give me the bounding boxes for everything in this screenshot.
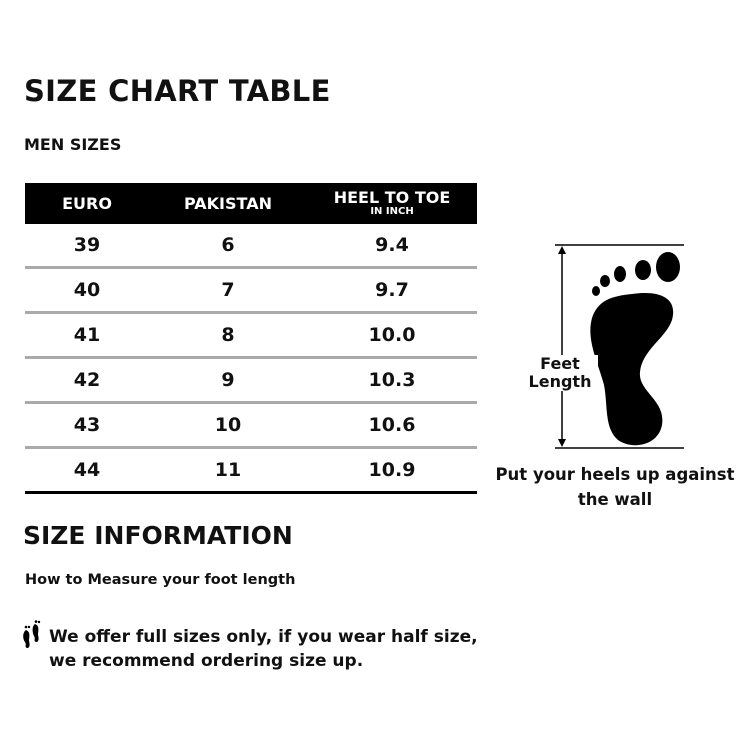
cell-pakistan: 11	[149, 447, 307, 494]
how-to-measure: How to Measure your foot length	[25, 572, 296, 588]
size-info-heading: SIZE INFORMATION	[23, 521, 293, 550]
table-row: 43 10 10.6	[25, 402, 477, 449]
feet-length-label: Feet Length	[522, 355, 598, 391]
table-row: 42 9 10.3	[25, 357, 477, 404]
section-subtitle: MEN SIZES	[24, 135, 122, 154]
header-heel-to-toe-label: HEEL TO TOE	[333, 188, 451, 207]
size-table: EURO PAKISTAN HEEL TO TOE IN INCH 39 6 9.4 4…	[25, 183, 477, 494]
header-heel-to-toe: HEEL TO TOE IN INCH	[307, 183, 477, 224]
cell-heel-to-toe: 10.6	[307, 402, 477, 449]
cell-heel-to-toe: 9.7	[307, 267, 477, 314]
header-pakistan: PAKISTAN	[149, 183, 307, 224]
header-unit: IN INCH	[370, 206, 414, 217]
feet-length-line2: Length	[528, 372, 592, 391]
cell-heel-to-toe: 10.3	[307, 357, 477, 404]
cell-pakistan: 10	[149, 402, 307, 449]
cell-pakistan: 9	[149, 357, 307, 404]
cell-heel-to-toe: 9.4	[307, 224, 477, 269]
half-size-note: We offer full sizes only, if you wear ha…	[49, 627, 478, 671]
footprints-icon	[23, 620, 41, 648]
cell-pakistan: 8	[149, 312, 307, 359]
table-row: 41 8 10.0	[25, 312, 477, 359]
footprint-icon	[590, 252, 680, 446]
cell-euro: 39	[25, 224, 149, 269]
cell-pakistan: 7	[149, 267, 307, 314]
header-euro: EURO	[25, 183, 149, 224]
feet-length-line1: Feet	[540, 354, 580, 373]
cell-euro: 43	[25, 402, 149, 449]
cell-heel-to-toe: 10.9	[307, 447, 477, 494]
cell-euro: 42	[25, 357, 149, 404]
table-row: 44 11 10.9	[25, 447, 477, 494]
cell-euro: 44	[25, 447, 149, 494]
cell-heel-to-toe: 10.0	[307, 312, 477, 359]
cell-euro: 40	[25, 267, 149, 314]
page-title: SIZE CHART TABLE	[24, 74, 331, 108]
cell-euro: 41	[25, 312, 149, 359]
table-header: EURO PAKISTAN HEEL TO TOE IN INCH	[25, 183, 477, 224]
cell-pakistan: 6	[149, 224, 307, 269]
diagram-caption: Put your heels up against the wall	[495, 465, 735, 509]
table-row: 39 6 9.4	[25, 224, 477, 269]
table-row: 40 7 9.7	[25, 267, 477, 314]
